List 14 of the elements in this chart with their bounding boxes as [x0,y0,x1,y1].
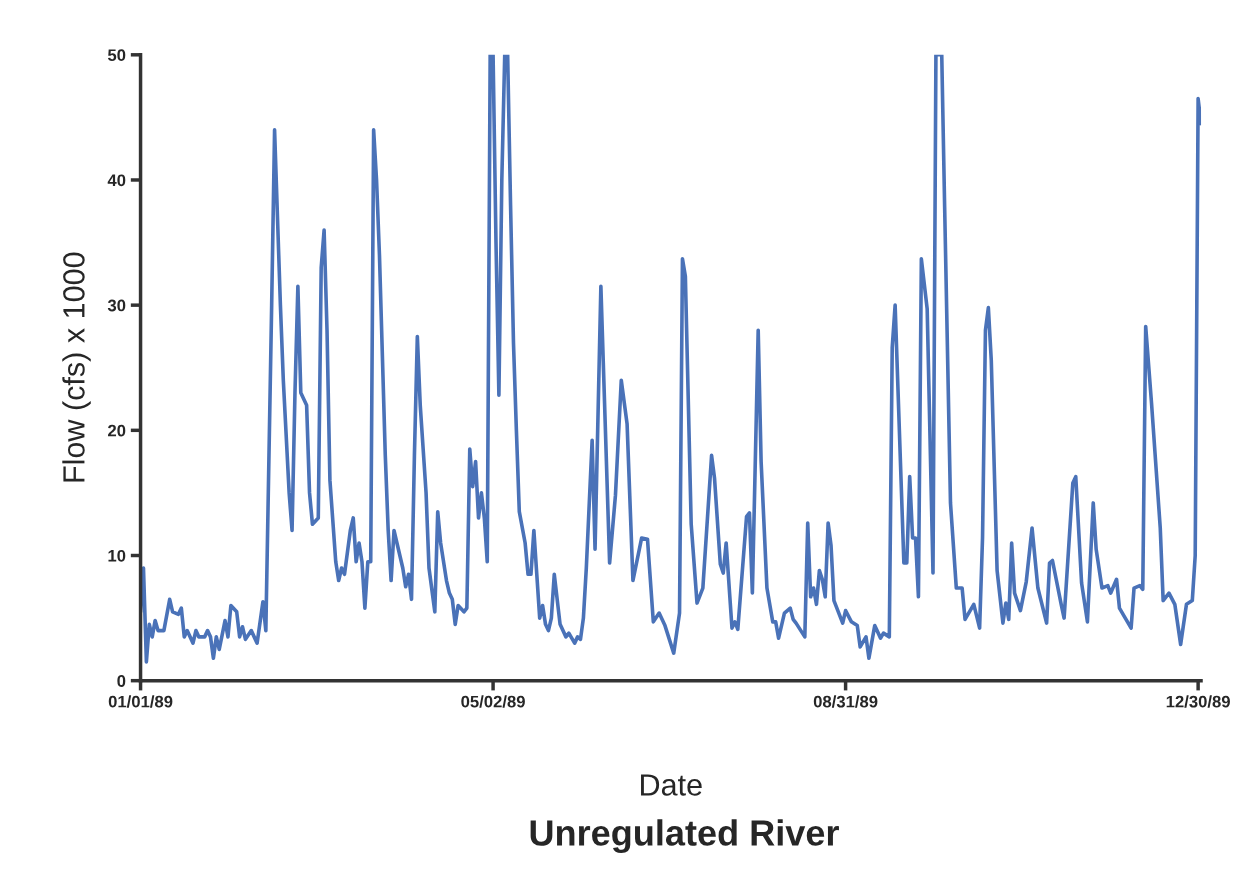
y-tick-label: 40 [107,174,126,187]
y-tick-label: 50 [107,49,126,62]
line-series [140,54,1202,664]
x-tick-label: 08/31/89 [813,695,878,708]
x-tick-label: 01/01/89 [108,695,173,708]
y-tick-label: 0 [117,675,126,687]
y-tick-label: 10 [108,549,126,562]
x-axis-title: Date [641,774,702,796]
y-tick-label: 30 [107,299,126,312]
x-tick-label: 12/30/89 [1166,695,1230,708]
text: Unregulated River [530,819,839,854]
y-tick-label: 20 [108,424,126,437]
y-axis-title: Flow (cfs) x 1000 [62,252,91,482]
x-tick-label: 05/02/89 [461,695,525,708]
